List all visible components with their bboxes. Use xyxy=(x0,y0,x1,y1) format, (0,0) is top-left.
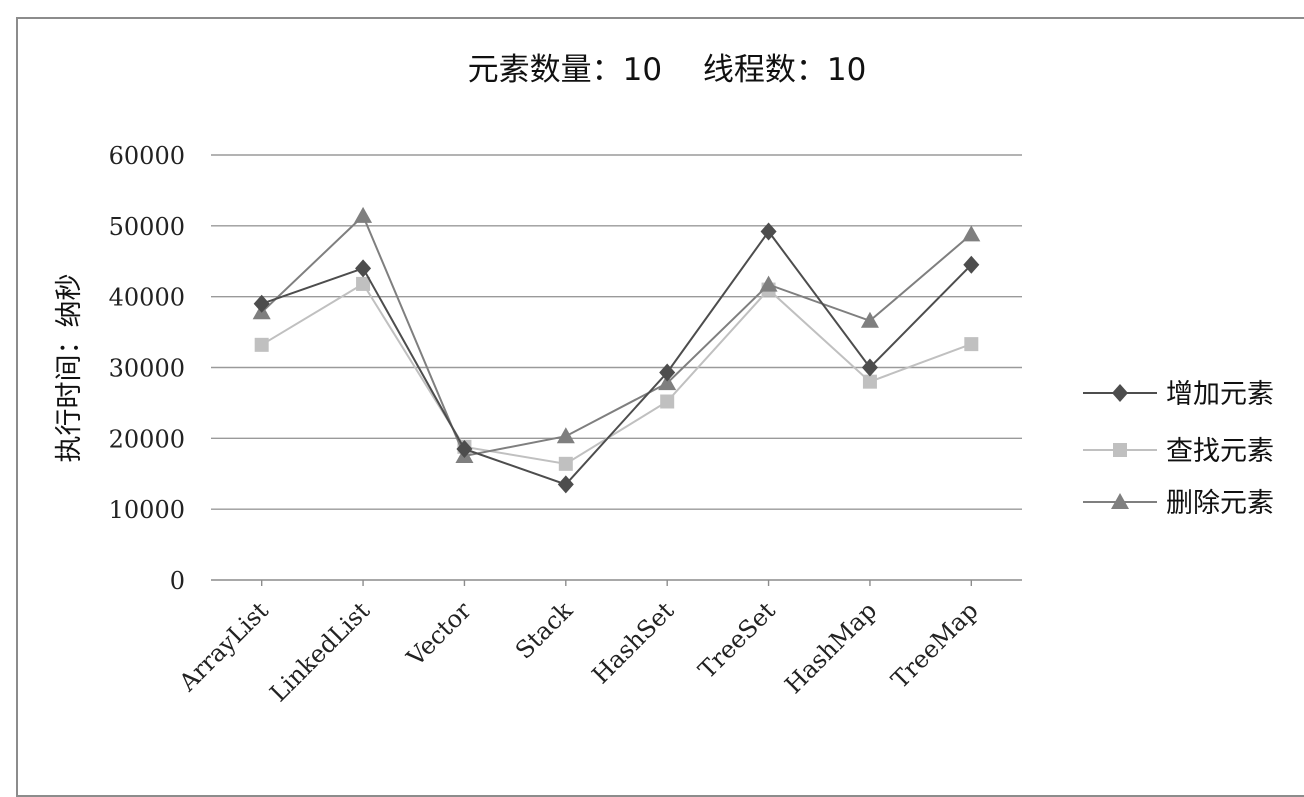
data-point xyxy=(558,456,573,471)
data-point xyxy=(557,475,574,494)
data-point xyxy=(456,439,473,458)
data-point xyxy=(760,222,777,241)
legend-entry: 查找元素 xyxy=(1083,436,1274,467)
x-tick-label: TreeSet xyxy=(693,596,781,684)
data-point xyxy=(356,276,371,291)
x-tick-label: Vector xyxy=(401,596,477,672)
y-axis-ticks: 0 10000 20000 30000 40000 50000 60000 xyxy=(109,142,185,595)
legend-label: 查找元素 xyxy=(1166,436,1274,467)
x-tick-label: HashMap xyxy=(779,596,882,699)
y-tick-label: 60000 xyxy=(109,142,185,170)
data-point xyxy=(253,294,270,313)
data-point xyxy=(963,255,980,274)
legend-marker xyxy=(1113,443,1127,457)
data-point xyxy=(659,363,676,382)
series-line xyxy=(261,229,973,486)
data-point xyxy=(254,337,269,352)
data-point xyxy=(556,427,575,444)
y-tick-label: 30000 xyxy=(109,355,185,383)
data-point xyxy=(861,358,878,377)
data-point xyxy=(962,225,981,242)
data-point xyxy=(660,394,675,409)
series-layer xyxy=(252,206,981,494)
legend-marker xyxy=(1111,493,1129,509)
series-line xyxy=(261,282,972,465)
y-tick-label: 10000 xyxy=(109,496,185,524)
legend-label: 删除元素 xyxy=(1166,488,1274,519)
x-tick-label: ArrayList xyxy=(173,596,274,697)
data-point xyxy=(964,337,979,352)
legend-entry: 增加元素 xyxy=(1083,379,1274,410)
x-tick-label: LinkedList xyxy=(264,596,375,707)
chart-title: 元素数量：10 线程数：10 xyxy=(468,52,867,88)
series-diamond xyxy=(253,222,980,494)
x-tick-label: TreeMap xyxy=(886,596,984,694)
y-axis-label: 执行时间：纳秒 xyxy=(54,274,85,463)
legend-marker xyxy=(1112,384,1128,402)
data-point xyxy=(759,275,778,292)
data-point xyxy=(860,311,879,328)
series-line xyxy=(261,214,972,458)
gridlines xyxy=(211,154,1022,581)
x-tick-label: Stack xyxy=(510,596,578,664)
y-tick-label: 40000 xyxy=(109,284,185,312)
data-point xyxy=(862,374,877,389)
data-point xyxy=(355,259,372,278)
y-tick-label: 50000 xyxy=(109,213,185,241)
y-tick-label: 0 xyxy=(170,567,185,595)
legend-label: 增加元素 xyxy=(1166,379,1274,410)
series-triangle xyxy=(252,206,981,464)
data-point xyxy=(354,206,373,223)
x-tick-label: HashSet xyxy=(587,596,680,689)
line-chart: 元素数量：10 线程数：10 0 10000 20000 30000 40000 5000… xyxy=(54,52,1274,707)
y-tick-label: 20000 xyxy=(109,425,185,453)
legend-entry: 删除元素 xyxy=(1083,488,1274,519)
data-point xyxy=(658,374,677,391)
